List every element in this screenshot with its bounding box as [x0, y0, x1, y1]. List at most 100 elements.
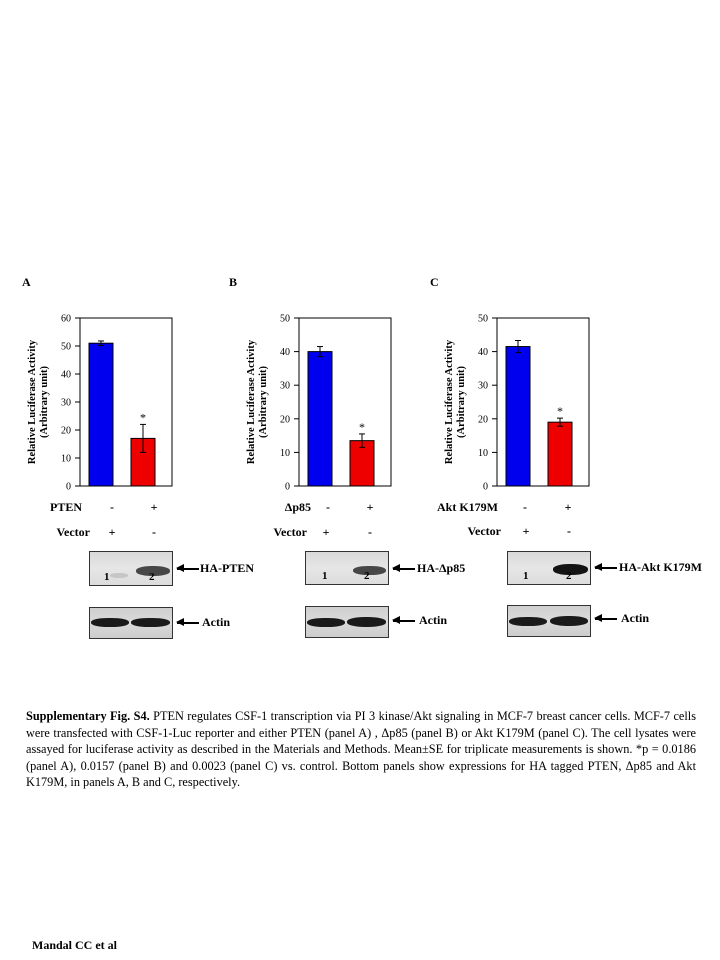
y-axis-label: (Arbitrary unit) [456, 365, 467, 438]
chart-panel-b: Relative Luciferase Activity (Arbitrary u… [239, 300, 409, 505]
lane-number: 2 [149, 571, 155, 583]
blot-ha-akt: 1 2 [507, 551, 591, 585]
y-axis-label: Relative Luciferase Activity [246, 339, 257, 464]
lane-number: 1 [523, 570, 529, 582]
sign-a-row1-lane1: - [110, 500, 114, 514]
y-axis-label: (Arbitrary unit) [258, 365, 269, 438]
bar-1 [88, 342, 114, 487]
row-label-vector-b: Vector [273, 525, 307, 539]
author-footer: Mandal CC et al [32, 938, 117, 952]
panel-letter-c: C [430, 275, 439, 289]
sign-c-row1-lane1: - [523, 500, 527, 514]
blot-label-ha-akt: HA-Akt K179M [619, 560, 702, 574]
lane-number: 2 [566, 570, 572, 582]
blot-band [353, 566, 386, 575]
y-tick-label: 40 [280, 347, 290, 358]
row-label-vector-c: Vector [467, 524, 501, 538]
y-tick-label: 20 [280, 414, 290, 425]
plot-frame [298, 317, 392, 487]
y-tick-label: 20 [478, 414, 488, 425]
blot-label-ha-pten: HA-PTEN [200, 561, 254, 575]
sign-a-row2-lane2: - [152, 525, 156, 539]
arrow-left-icon [594, 564, 617, 570]
y-axis-label: Relative Luciferase Activity [444, 339, 455, 464]
chart-panel-c: Relative Luciferase Activity (Arbitrary u… [437, 300, 607, 505]
y-tick-label: 40 [61, 370, 71, 381]
significance-asterisk: * [140, 410, 146, 424]
y-tick-label: 10 [478, 448, 488, 459]
sign-c-row1-lane2: + [564, 500, 572, 514]
blot-band [550, 616, 588, 626]
y-tick-label: 50 [280, 314, 290, 325]
blot-actin-b [305, 606, 389, 638]
bar-chart-c: Relative Luciferase Activity (Arbitrary u… [444, 314, 590, 493]
blot-label-ha-dp85: HA-Δp85 [417, 561, 466, 575]
y-tick-label: 30 [280, 381, 290, 392]
arrow-left-icon [176, 565, 199, 571]
lane-number: 1 [322, 570, 328, 582]
significance-asterisk: * [359, 420, 365, 434]
y-tick-label: 50 [478, 314, 488, 325]
arrow-left-icon [176, 619, 199, 625]
bar-2 [547, 421, 573, 487]
sign-c-row2-lane2: - [567, 524, 571, 538]
y-tick-label: 40 [478, 347, 488, 358]
y-tick-label: 0 [66, 482, 71, 493]
sign-a-row1-lane2: + [150, 500, 158, 514]
y-tick-label: 30 [61, 398, 71, 409]
plot-frame [79, 317, 173, 487]
bar-2 [349, 440, 375, 487]
blot-label-actin-a: Actin [202, 615, 230, 629]
sign-c-row2-lane1: + [522, 524, 530, 538]
blot-band [347, 617, 386, 627]
row-label-akt-k179m: Akt K179M [437, 500, 498, 514]
sign-a-row2-lane1: + [108, 525, 116, 539]
blot-label-actin-c: Actin [621, 611, 649, 625]
plot-frame [496, 317, 590, 487]
caption-title: Supplementary Fig. S4. [26, 709, 150, 723]
sign-b-row2-lane1: + [322, 525, 330, 539]
y-tick-label: 30 [478, 381, 488, 392]
significance-asterisk: * [557, 404, 563, 418]
blot-band [136, 566, 170, 576]
bar-chart-a: Relative Luciferase Activity (Arbitrary u… [27, 314, 173, 493]
y-tick-label: 20 [61, 426, 71, 437]
y-tick-label: 60 [61, 314, 71, 325]
row-label-vector-a: Vector [56, 525, 90, 539]
lane-number: 2 [364, 570, 370, 582]
y-axis-label: (Arbitrary unit) [39, 365, 50, 438]
chart-panel-a: Relative Luciferase Activity (Arbitrary u… [20, 300, 190, 505]
sign-b-row1-lane1: - [326, 500, 330, 514]
sign-b-row1-lane2: + [366, 500, 374, 514]
lane-number: 1 [104, 571, 110, 583]
blot-band [91, 618, 129, 627]
bar-1 [307, 351, 333, 487]
bar-chart-b: Relative Luciferase Activity (Arbitrary u… [246, 314, 392, 493]
arrow-left-icon [594, 615, 617, 621]
bar-1 [505, 346, 531, 487]
row-label-pten: PTEN [49, 500, 82, 514]
blot-band [307, 618, 345, 627]
figure-caption: Supplementary Fig. S4. PTEN regulates CS… [26, 708, 696, 791]
blot-band [110, 573, 128, 578]
blot-band [131, 618, 170, 627]
sign-b-row2-lane2: - [368, 525, 372, 539]
y-tick-label: 0 [483, 482, 488, 493]
caption-body: PTEN regulates CSF-1 transcription via P… [26, 709, 697, 790]
arrow-left-icon [392, 617, 415, 623]
y-axis-label: Relative Luciferase Activity [27, 339, 38, 464]
blot-actin-c [507, 605, 591, 637]
y-tick-label: 50 [61, 342, 71, 353]
row-label-dp85: Δp85 [284, 500, 311, 514]
blot-ha-dp85: 1 2 [305, 551, 389, 585]
y-tick-label: 10 [280, 448, 290, 459]
blot-band [509, 617, 547, 626]
blot-label-actin-b: Actin [419, 613, 447, 627]
panel-letter-a: A [22, 275, 31, 289]
blot-ha-pten: 1 2 [89, 551, 173, 586]
y-tick-label: 10 [61, 454, 71, 465]
arrow-left-icon [392, 565, 415, 571]
y-tick-label: 0 [285, 482, 290, 493]
panel-letter-b: B [229, 275, 238, 289]
blot-band [553, 564, 588, 575]
